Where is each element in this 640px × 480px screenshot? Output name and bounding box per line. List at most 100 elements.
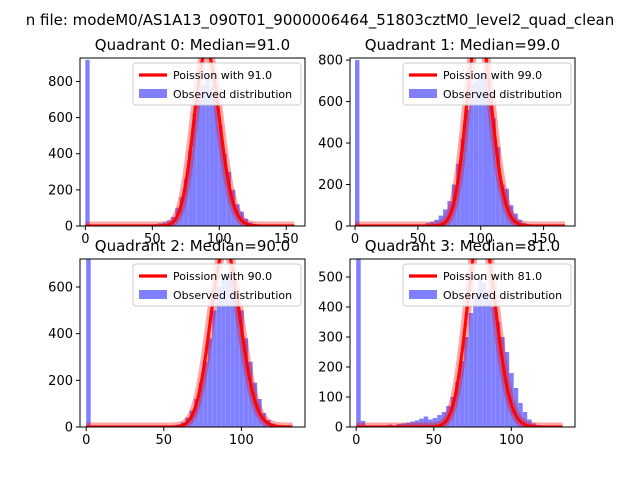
- legend-hist-label: Observed distribution: [443, 289, 562, 302]
- histogram-bar: [179, 197, 184, 226]
- histogram-bar: [401, 423, 406, 427]
- y-tick-label: 200: [318, 361, 343, 376]
- histogram-bar: [428, 419, 433, 427]
- legend-box: [402, 62, 572, 106]
- y-tick-label: 400: [48, 147, 73, 162]
- plot-area: [82, 259, 297, 427]
- poisson-curve: [355, 259, 564, 427]
- histogram-bar: [465, 109, 470, 226]
- histogram-bar: [460, 138, 466, 226]
- histogram-bar: [434, 219, 439, 226]
- legend-poisson-label: Poission with 81.0: [443, 270, 542, 283]
- y-tick-label: 800: [48, 75, 73, 90]
- histogram-bar: [473, 295, 478, 427]
- histogram-bar: [495, 322, 501, 427]
- y-tick-label: 300: [318, 331, 343, 346]
- plot-area: [352, 259, 567, 427]
- legend-box: [402, 263, 572, 307]
- histogram-bar: [464, 337, 469, 427]
- histogram-bar: [478, 72, 483, 226]
- histogram-bar: [414, 420, 420, 427]
- histogram-bar: [482, 283, 487, 427]
- legend-hist-label: Observed distribution: [173, 289, 292, 302]
- histogram-bar: [438, 215, 444, 226]
- figure-suptitle: n file: modeM0/AS1A13_090T01_9000006464_…: [26, 11, 615, 30]
- x-tick-label: 50: [156, 433, 173, 448]
- histogram-bar: [500, 184, 505, 226]
- histogram-bar: [243, 338, 249, 427]
- histogram-bar: [491, 307, 496, 427]
- x-tick-label: 0: [351, 232, 359, 247]
- y-tick-label: 600: [318, 95, 343, 110]
- histogram-bar: [201, 85, 206, 226]
- histogram-bar: [450, 397, 456, 427]
- legend-poisson-label: Poission with 99.0: [443, 69, 542, 82]
- histogram-bar: [192, 114, 197, 226]
- y-tick-label: 400: [318, 137, 343, 152]
- histogram-bar: [360, 421, 366, 427]
- histogram-bar: [459, 361, 465, 427]
- poisson-curve-glow: [82, 259, 297, 427]
- histogram-bar: [230, 280, 235, 427]
- x-tick-label: 50: [410, 232, 427, 247]
- histogram-bar: [482, 76, 488, 226]
- histogram-bar: [222, 153, 227, 226]
- panel-title: Quadrant 0: Median=91.0: [95, 36, 290, 54]
- legend-hist-swatch: [139, 89, 167, 98]
- legend-hist-swatch: [139, 290, 167, 299]
- panel-title: Quadrant 2: Median=90.0: [95, 237, 290, 255]
- histogram-bar: [469, 84, 474, 226]
- legend-hist-swatch: [409, 290, 437, 299]
- x-tick-label: 100: [229, 433, 254, 448]
- x-tick-label: 0: [81, 232, 89, 247]
- legend-hist-label: Observed distribution: [443, 88, 562, 101]
- y-tick-label: 0: [335, 421, 343, 436]
- histogram-bar: [248, 361, 253, 427]
- histogram-bar: [216, 287, 222, 427]
- histogram-bar: [495, 147, 501, 226]
- panel-title: Quadrant 3: Median=81.0: [365, 237, 560, 255]
- histogram-bar: [441, 412, 447, 427]
- histogram-bar: [221, 277, 226, 427]
- histogram-bar: [477, 277, 483, 427]
- legend-poisson-label: Poission with 91.0: [173, 69, 272, 82]
- x-tick-label: 0: [82, 433, 90, 448]
- histogram-bar: [518, 403, 523, 427]
- histogram-bar: [203, 361, 208, 427]
- quadrant-panel-2: 0 50 100 0 200 400 600 Quadrant 2: Median=90.0 P…: [48, 237, 306, 448]
- histogram-bar: [188, 150, 193, 226]
- x-tick-label: 50: [144, 232, 161, 247]
- quadrant-panel-0: 0 50 100 150 0 200 400 600 800 Quadrant 0: Median…: [48, 36, 306, 247]
- axes-frame: [349, 258, 576, 428]
- histogram-bar: [429, 221, 435, 226]
- histogram-bar: [443, 209, 448, 226]
- quadrant-panel-3: 0 50 100 0 100 200 300 400 500 Quadrant 3: Median…: [318, 237, 576, 448]
- histogram-bar: [473, 80, 479, 226]
- histogram-bar: [513, 213, 518, 226]
- histogram-bar: [212, 310, 217, 427]
- histogram-bar: [432, 418, 438, 427]
- x-tick-label: 100: [499, 433, 524, 448]
- histogram-bar: [527, 419, 532, 427]
- y-tick-label: 0: [65, 220, 73, 235]
- histogram-bar: [183, 179, 189, 226]
- histogram-bar: [419, 418, 424, 427]
- histogram-bar: [86, 259, 91, 427]
- histogram-bar: [455, 382, 460, 427]
- y-tick-label: 400: [48, 327, 73, 342]
- y-tick-label: 600: [48, 111, 73, 126]
- histogram-bar: [196, 99, 202, 226]
- axes-frame: [79, 258, 306, 428]
- histogram-bar: [207, 338, 213, 427]
- legend-box: [132, 263, 302, 307]
- histogram-bar: [239, 310, 244, 427]
- histogram-bar: [218, 124, 223, 226]
- histogram-bar: [194, 399, 199, 427]
- histogram-bar: [486, 292, 492, 427]
- histogram-bar: [225, 273, 231, 427]
- histogram-bar: [410, 421, 415, 427]
- axes-frame: [349, 57, 576, 227]
- histogram-bar: [522, 412, 528, 427]
